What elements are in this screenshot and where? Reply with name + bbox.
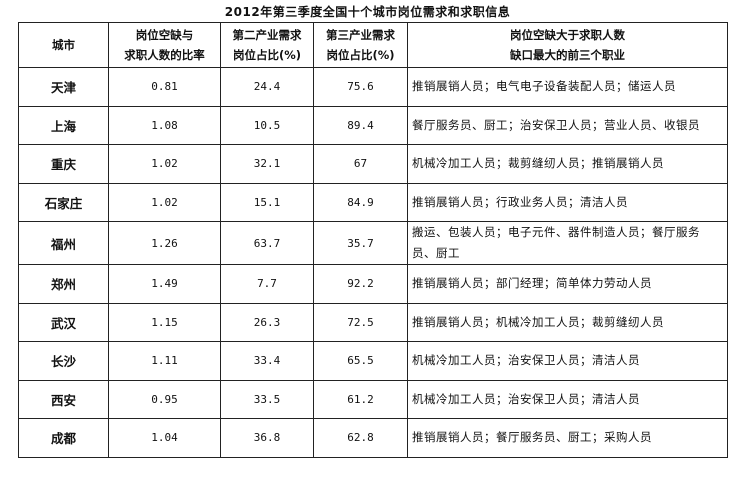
cell-tertiary: 67 <box>313 144 408 184</box>
table-row: 重庆 1.02 32.1 67 机械冷加工人员；裁剪缝纫人员；推销展销人员 <box>18 144 728 184</box>
header-tertiary: 第三产业需求 岗位占比(%) <box>313 22 408 68</box>
cell-ratio: 1.26 <box>108 221 221 265</box>
header-tertiary-line2: 岗位占比(%) <box>326 48 395 62</box>
cell-ratio: 1.11 <box>108 341 221 381</box>
cell-secondary: 36.8 <box>220 418 314 458</box>
cell-tertiary: 65.5 <box>313 341 408 381</box>
table-row: 石家庄 1.02 15.1 84.9 推销展销人员；行政业务人员；清洁人员 <box>18 182 728 222</box>
cell-jobs: 推销展销人员；电气电子设备装配人员；储运人员 <box>407 67 728 107</box>
header-row: 城市 岗位空缺与 求职人数的比率 第二产业需求 岗位占比(%) 第三产业需求 岗位占比… <box>18 22 728 68</box>
header-ratio-line2: 求职人数的比率 <box>124 48 205 62</box>
cell-jobs: 推销展销人员；餐厅服务员、厨工；采购人员 <box>407 418 728 458</box>
cell-city: 长沙 <box>18 341 109 381</box>
cell-tertiary: 84.9 <box>313 182 408 222</box>
cell-secondary: 7.7 <box>220 264 314 304</box>
cell-secondary: 33.5 <box>220 379 314 419</box>
cell-ratio: 1.02 <box>108 144 221 184</box>
table-title: 2012年第三季度全国十个城市岗位需求和求职信息 <box>224 5 511 19</box>
cell-ratio: 1.02 <box>108 182 221 222</box>
cell-tertiary: 75.6 <box>313 67 408 107</box>
cell-secondary: 15.1 <box>220 182 314 222</box>
cell-ratio: 1.08 <box>108 105 221 145</box>
cell-city: 武汉 <box>18 302 109 342</box>
cell-city: 石家庄 <box>18 182 109 222</box>
header-secondary: 第二产业需求 岗位占比(%) <box>220 22 314 68</box>
cell-city: 郑州 <box>18 264 109 304</box>
cell-secondary: 32.1 <box>220 144 314 184</box>
table-row: 福州 1.26 63.7 35.7 搬运、包装人员；电子元件、器件制造人员；餐厅服务员、… <box>18 221 728 265</box>
cell-jobs: 推销展销人员；机械冷加工人员；裁剪缝纫人员 <box>407 302 728 342</box>
cell-jobs: 搬运、包装人员；电子元件、器件制造人员；餐厅服务员、厨工 <box>407 221 728 265</box>
table-row: 郑州 1.49 7.7 92.2 推销展销人员；部门经理；简单体力劳动人员 <box>18 264 728 304</box>
cell-ratio: 0.81 <box>108 67 221 107</box>
cell-city: 成都 <box>18 418 109 458</box>
table-row: 天津 0.81 24.4 75.6 推销展销人员；电气电子设备装配人员；储运人员 <box>18 67 728 107</box>
cell-tertiary: 72.5 <box>313 302 408 342</box>
header-tertiary-line1: 第三产业需求 <box>326 28 395 42</box>
cell-jobs: 机械冷加工人员；治安保卫人员；清洁人员 <box>407 341 728 381</box>
table-row: 武汉 1.15 26.3 72.5 推销展销人员；机械冷加工人员；裁剪缝纫人员 <box>18 302 728 342</box>
header-secondary-line1: 第二产业需求 <box>232 28 302 42</box>
cell-city: 上海 <box>18 105 109 145</box>
header-jobs: 岗位空缺大于求职人数 缺口最大的前三个职业 <box>407 22 728 68</box>
cell-tertiary: 61.2 <box>313 379 408 419</box>
cell-secondary: 24.4 <box>220 67 314 107</box>
cell-jobs: 机械冷加工人员；裁剪缝纫人员；推销展销人员 <box>407 144 728 184</box>
cell-tertiary: 89.4 <box>313 105 408 145</box>
header-ratio-line1: 岗位空缺与 <box>135 28 194 42</box>
cell-ratio: 1.15 <box>108 302 221 342</box>
cell-jobs: 推销展销人员；部门经理；简单体力劳动人员 <box>407 264 728 304</box>
header-ratio: 岗位空缺与求职人数的比率 <box>108 22 221 68</box>
cell-city: 天津 <box>18 67 109 107</box>
header-jobs-line2: 缺口最大的前三个职业 <box>510 48 625 62</box>
cell-secondary: 63.7 <box>220 221 314 265</box>
cell-ratio: 0.95 <box>108 379 221 419</box>
cell-jobs: 推销展销人员；行政业务人员；清洁人员 <box>407 182 728 222</box>
table-row: 西安 0.95 33.5 61.2 机械冷加工人员；治安保卫人员；清洁人员 <box>18 379 728 419</box>
cell-ratio: 1.04 <box>108 418 221 458</box>
cell-city: 重庆 <box>18 144 109 184</box>
city-jobs-table: 城市 岗位空缺与 求职人数的比率 第二产业需求 岗位占比(%) 第三产业需求 岗位占比… <box>18 22 728 458</box>
cell-city: 福州 <box>18 221 109 265</box>
cell-jobs: 餐厅服务员、厨工；治安保卫人员；营业人员、收银员 <box>407 105 728 145</box>
table-row: 上海 1.08 10.5 89.4 餐厅服务员、厨工；治安保卫人员；营业人员、收银员 <box>18 105 728 145</box>
cell-tertiary: 62.8 <box>313 418 408 458</box>
cell-secondary: 26.3 <box>220 302 314 342</box>
table-row: 成都 1.04 36.8 62.8 推销展销人员；餐厅服务员、厨工；采购人员 <box>18 418 728 458</box>
cell-secondary: 33.4 <box>220 341 314 381</box>
header-city: 城市 <box>18 22 109 68</box>
header-secondary-line2: 岗位占比(%) <box>232 48 302 62</box>
cell-secondary: 10.5 <box>220 105 314 145</box>
cell-tertiary: 92.2 <box>313 264 408 304</box>
table-row: 长沙 1.11 33.4 65.5 机械冷加工人员；治安保卫人员；清洁人员 <box>18 341 728 381</box>
cell-tertiary: 35.7 <box>313 221 408 265</box>
cell-jobs: 机械冷加工人员；治安保卫人员；清洁人员 <box>407 379 728 419</box>
header-jobs-line1: 岗位空缺大于求职人数 <box>510 28 625 42</box>
cell-city: 西安 <box>18 379 109 419</box>
cell-ratio: 1.49 <box>108 264 221 304</box>
